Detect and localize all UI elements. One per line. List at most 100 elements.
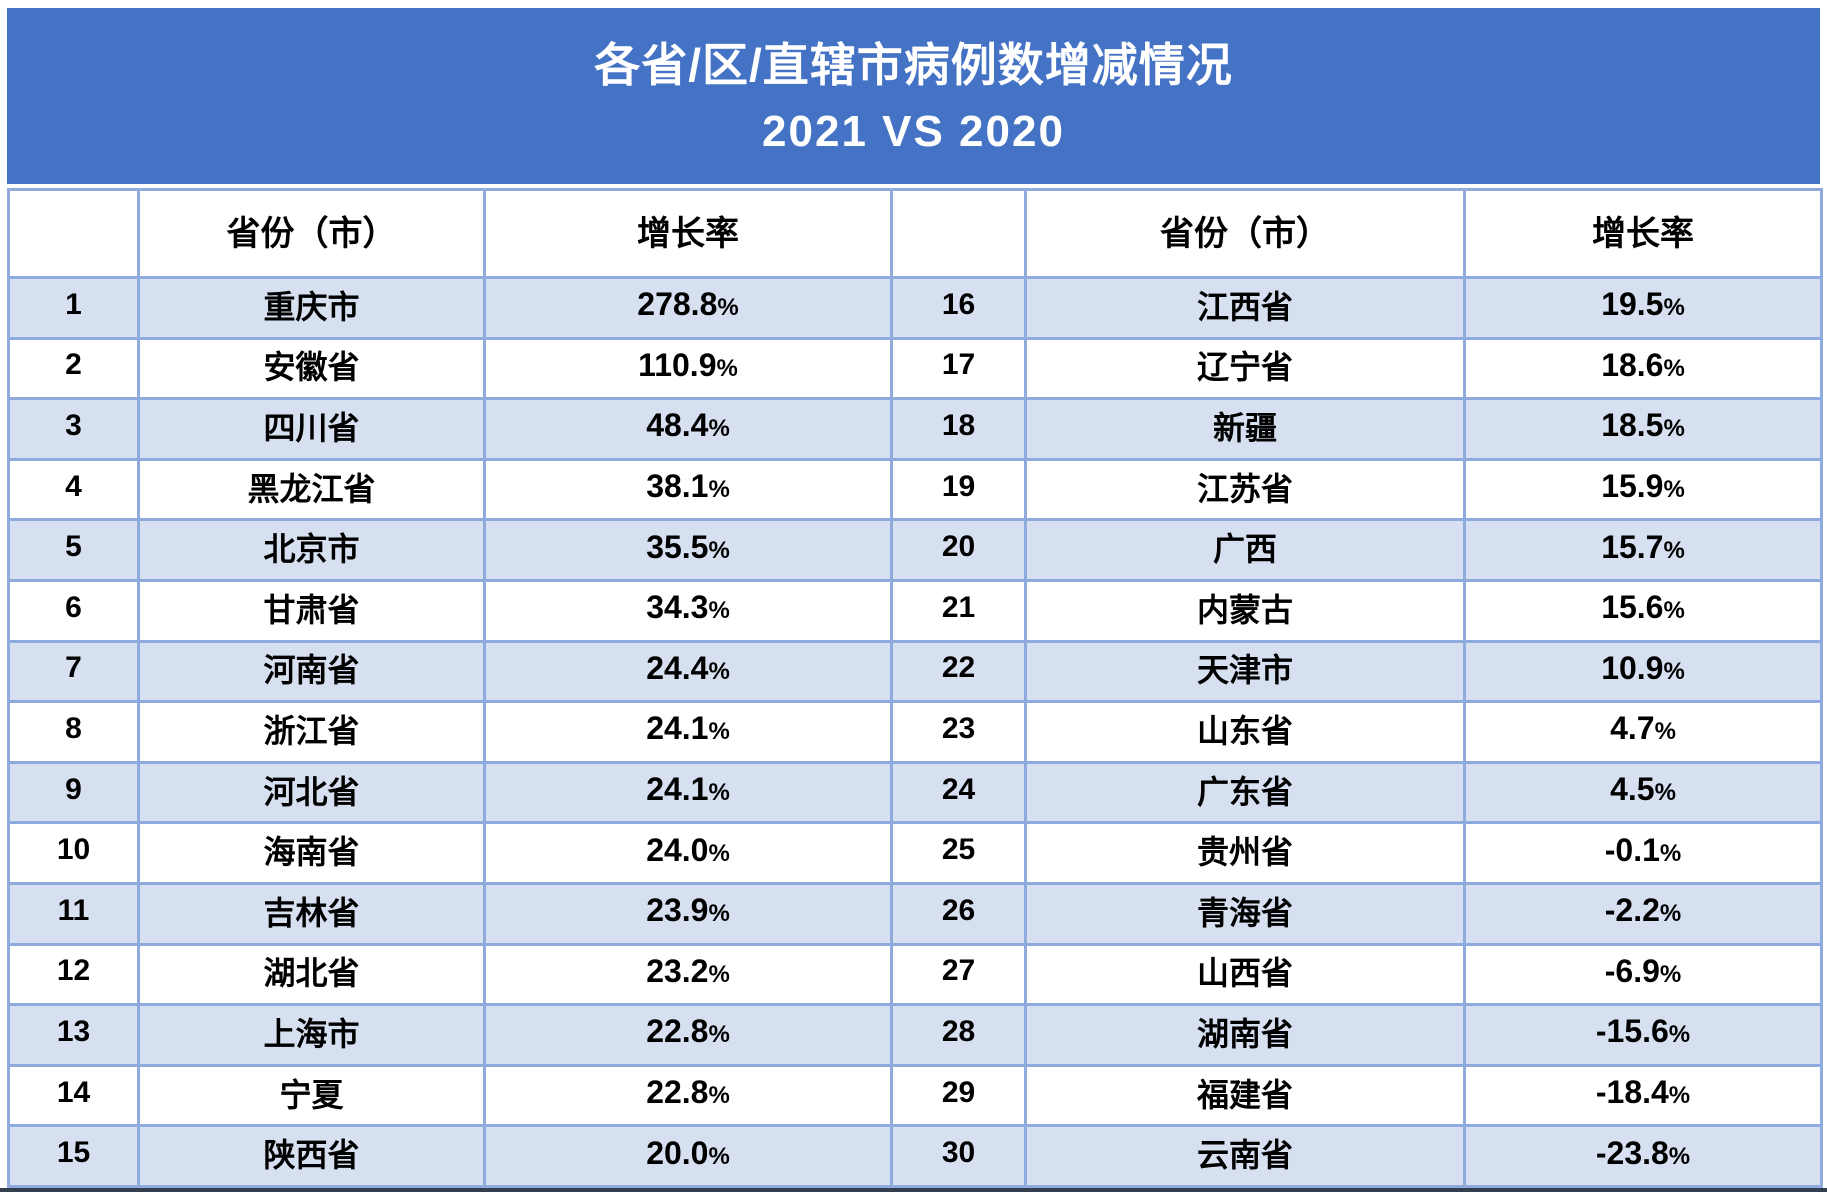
province-cell[interactable]: 吉林省 bbox=[137, 881, 486, 946]
rank-cell[interactable]: 11 bbox=[7, 881, 140, 946]
rate-cell[interactable]: 23.9% bbox=[483, 881, 893, 946]
rank-cell[interactable]: 17 bbox=[890, 336, 1027, 401]
province-cell[interactable]: 广东省 bbox=[1024, 760, 1466, 825]
rate-cell[interactable]: 18.5% bbox=[1463, 397, 1823, 461]
rate-cell[interactable]: 24.4% bbox=[483, 639, 893, 704]
rank-cell[interactable]: 27 bbox=[890, 942, 1027, 1007]
province-header-cell-right[interactable]: 省份（市） bbox=[1024, 188, 1466, 279]
percent-sign: % bbox=[1668, 1142, 1691, 1170]
header-row: 省份（市） 增长率 省份（市） 增长率 bbox=[7, 188, 1823, 279]
rank-header-cell-left[interactable] bbox=[7, 188, 140, 279]
province-header-cell-left[interactable]: 省份（市） bbox=[137, 188, 486, 279]
province-cell[interactable]: 四川省 bbox=[137, 397, 486, 461]
rate-cell[interactable]: 4.7% bbox=[1463, 700, 1823, 764]
rate-cell[interactable]: 34.3% bbox=[483, 578, 893, 643]
rank-cell[interactable]: 13 bbox=[7, 1003, 140, 1067]
rank-cell[interactable]: 18 bbox=[890, 397, 1027, 461]
rate-cell[interactable]: 24.0% bbox=[483, 821, 893, 885]
rank-cell[interactable]: 24 bbox=[890, 760, 1027, 825]
province-cell[interactable]: 贵州省 bbox=[1024, 821, 1466, 885]
rate-cell[interactable]: -6.9% bbox=[1463, 942, 1823, 1007]
province-cell[interactable]: 山西省 bbox=[1024, 942, 1466, 1007]
rate-header-cell-right[interactable]: 增长率 bbox=[1463, 188, 1823, 279]
rate-cell[interactable]: 18.6% bbox=[1463, 336, 1823, 401]
province-cell[interactable]: 北京市 bbox=[137, 518, 486, 582]
province-cell[interactable]: 陕西省 bbox=[137, 1124, 486, 1188]
province-cell[interactable]: 广西 bbox=[1024, 518, 1466, 582]
rate-cell[interactable]: -15.6% bbox=[1463, 1003, 1823, 1067]
rank-cell[interactable]: 30 bbox=[890, 1124, 1027, 1188]
province-cell[interactable]: 福建省 bbox=[1024, 1063, 1466, 1128]
province-cell[interactable]: 天津市 bbox=[1024, 639, 1466, 704]
rank-cell[interactable]: 4 bbox=[7, 457, 140, 522]
rank-cell[interactable]: 20 bbox=[890, 518, 1027, 582]
rank-cell[interactable]: 1 bbox=[7, 276, 140, 340]
rate-cell[interactable]: 22.8% bbox=[483, 1063, 893, 1128]
rate-cell[interactable]: -18.4% bbox=[1463, 1063, 1823, 1128]
rank-cell[interactable]: 21 bbox=[890, 578, 1027, 643]
province-cell[interactable]: 甘肃省 bbox=[137, 578, 486, 643]
province-cell[interactable]: 宁夏 bbox=[137, 1063, 486, 1128]
province-cell[interactable]: 湖北省 bbox=[137, 942, 486, 1007]
province-cell[interactable]: 海南省 bbox=[137, 821, 486, 885]
province-cell[interactable]: 江西省 bbox=[1024, 276, 1466, 340]
rate-cell[interactable]: -2.2% bbox=[1463, 881, 1823, 946]
rank-cell[interactable]: 10 bbox=[7, 821, 140, 885]
province-cell[interactable]: 湖南省 bbox=[1024, 1003, 1466, 1067]
rate-cell[interactable]: 24.1% bbox=[483, 760, 893, 825]
province-cell[interactable]: 河南省 bbox=[137, 639, 486, 704]
rate-cell[interactable]: 278.8% bbox=[483, 276, 893, 340]
rank-cell[interactable]: 14 bbox=[7, 1063, 140, 1128]
province-cell[interactable]: 河北省 bbox=[137, 760, 486, 825]
rate-cell[interactable]: 20.0% bbox=[483, 1124, 893, 1188]
rate-cell[interactable]: 48.4% bbox=[483, 397, 893, 461]
rank-cell[interactable]: 29 bbox=[890, 1063, 1027, 1128]
rate-cell[interactable]: 24.1% bbox=[483, 700, 893, 764]
rate-cell[interactable]: 35.5% bbox=[483, 518, 893, 582]
province-cell[interactable]: 山东省 bbox=[1024, 700, 1466, 764]
rate-cell[interactable]: 10.9% bbox=[1463, 639, 1823, 704]
province-cell[interactable]: 黑龙江省 bbox=[137, 457, 486, 522]
rank-cell[interactable]: 15 bbox=[7, 1124, 140, 1188]
rate-cell[interactable]: 23.2% bbox=[483, 942, 893, 1007]
rate-cell[interactable]: 15.6% bbox=[1463, 578, 1823, 643]
rate-cell[interactable]: 22.8% bbox=[483, 1003, 893, 1067]
rank-cell[interactable]: 22 bbox=[890, 639, 1027, 704]
rank-cell[interactable]: 6 bbox=[7, 578, 140, 643]
rank-cell[interactable]: 9 bbox=[7, 760, 140, 825]
rate-cell[interactable]: 19.5% bbox=[1463, 276, 1823, 340]
rank-cell[interactable]: 7 bbox=[7, 639, 140, 704]
rate-cell[interactable]: 110.9% bbox=[483, 336, 893, 401]
rate-header-cell-left[interactable]: 增长率 bbox=[483, 188, 893, 279]
province-cell[interactable]: 上海市 bbox=[137, 1003, 486, 1067]
province-cell[interactable]: 江苏省 bbox=[1024, 457, 1466, 522]
rate-cell[interactable]: -23.8% bbox=[1463, 1124, 1823, 1188]
rank-cell[interactable]: 26 bbox=[890, 881, 1027, 946]
province-cell[interactable]: 重庆市 bbox=[137, 276, 486, 340]
rank-cell[interactable]: 19 bbox=[890, 457, 1027, 522]
table-row: 6 甘肃省 34.3% 21 内蒙古 15.6% bbox=[7, 578, 1823, 643]
rank-cell[interactable]: 3 bbox=[7, 397, 140, 461]
rank-cell[interactable]: 5 bbox=[7, 518, 140, 582]
rank-cell[interactable]: 16 bbox=[890, 276, 1027, 340]
province-cell[interactable]: 安徽省 bbox=[137, 336, 486, 401]
rank-cell[interactable]: 25 bbox=[890, 821, 1027, 885]
province-cell[interactable]: 辽宁省 bbox=[1024, 336, 1466, 401]
province-cell[interactable]: 浙江省 bbox=[137, 700, 486, 764]
rate-cell[interactable]: 15.9% bbox=[1463, 457, 1823, 522]
province-cell[interactable]: 青海省 bbox=[1024, 881, 1466, 946]
rank-cell[interactable]: 23 bbox=[890, 700, 1027, 764]
rank-cell[interactable]: 28 bbox=[890, 1003, 1027, 1067]
rate-cell[interactable]: 4.5% bbox=[1463, 760, 1823, 825]
rate-cell[interactable]: 15.7% bbox=[1463, 518, 1823, 582]
rate-cell[interactable]: -0.1% bbox=[1463, 821, 1823, 885]
rank-cell[interactable]: 2 bbox=[7, 336, 140, 401]
rank-cell[interactable]: 8 bbox=[7, 700, 140, 764]
percent-sign: % bbox=[1654, 718, 1676, 746]
rank-cell[interactable]: 12 bbox=[7, 942, 140, 1007]
rank-header-cell-right[interactable] bbox=[890, 188, 1027, 279]
province-cell[interactable]: 云南省 bbox=[1024, 1124, 1466, 1188]
province-cell[interactable]: 新疆 bbox=[1024, 397, 1466, 461]
province-cell[interactable]: 内蒙古 bbox=[1024, 578, 1466, 643]
rate-cell[interactable]: 38.1% bbox=[483, 457, 893, 522]
